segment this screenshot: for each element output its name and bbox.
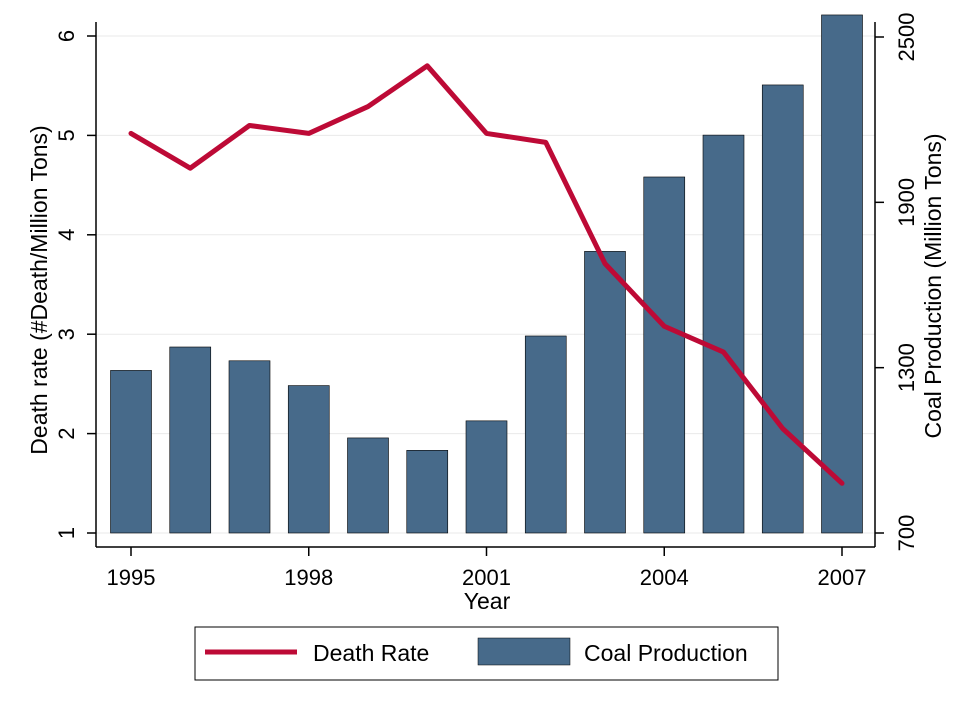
bar-coal-production bbox=[406, 450, 449, 534]
right-tick-label: 2500 bbox=[894, 13, 919, 62]
line-death-rate bbox=[128, 63, 845, 486]
bar-coal-production bbox=[287, 385, 330, 534]
x-tick-label: 1998 bbox=[284, 565, 333, 590]
bar-coal-production bbox=[465, 420, 508, 534]
left-axis-ticks: 1 2 3 4 5 6 bbox=[54, 30, 96, 539]
legend-label-coal-production: Coal Production bbox=[584, 640, 748, 666]
left-tick-label: 2 bbox=[54, 427, 79, 439]
legend-swatch-coal-production bbox=[477, 637, 571, 666]
bar-coal-production bbox=[524, 335, 567, 534]
x-tick-label: 2007 bbox=[818, 565, 867, 590]
bar-coal-production bbox=[821, 14, 863, 534]
left-tick-label: 1 bbox=[54, 527, 79, 539]
axes bbox=[95, 22, 876, 548]
legend-label-death-rate: Death Rate bbox=[313, 640, 429, 666]
line-series-death-rate bbox=[128, 63, 845, 486]
bar-coal-production bbox=[169, 346, 212, 534]
right-axis-ticks: 700 1300 1900 2500 bbox=[875, 13, 919, 552]
x-tick-label: 2004 bbox=[640, 565, 689, 590]
bar-coal-production bbox=[110, 370, 152, 534]
right-tick-label: 1300 bbox=[894, 343, 919, 392]
x-axis-ticks: 1995 1998 2001 2004 2007 bbox=[107, 547, 867, 590]
left-tick-label: 3 bbox=[54, 328, 79, 340]
left-axis-title: Death rate (#Death/Million Tons) bbox=[26, 125, 52, 454]
bar-coal-production bbox=[584, 251, 626, 534]
right-axis-title: Coal Production (Million Tons) bbox=[920, 133, 946, 438]
right-tick-label: 700 bbox=[894, 515, 919, 552]
right-tick-label: 1900 bbox=[894, 178, 919, 227]
bar-coal-production bbox=[347, 437, 389, 534]
left-tick-label: 5 bbox=[54, 129, 79, 141]
bar-series-coal-production bbox=[110, 14, 863, 534]
x-tick-label: 1995 bbox=[107, 565, 156, 590]
x-tick-label: 2001 bbox=[462, 565, 511, 590]
bar-coal-production bbox=[643, 176, 686, 534]
bar-coal-production bbox=[702, 134, 745, 534]
x-axis-title: Year bbox=[464, 588, 511, 614]
bar-coal-production bbox=[761, 84, 804, 534]
left-tick-label: 6 bbox=[54, 30, 79, 42]
bar-coal-production bbox=[228, 360, 271, 534]
left-tick-label: 4 bbox=[54, 229, 79, 241]
legend: Death Rate Coal Production bbox=[194, 626, 779, 681]
